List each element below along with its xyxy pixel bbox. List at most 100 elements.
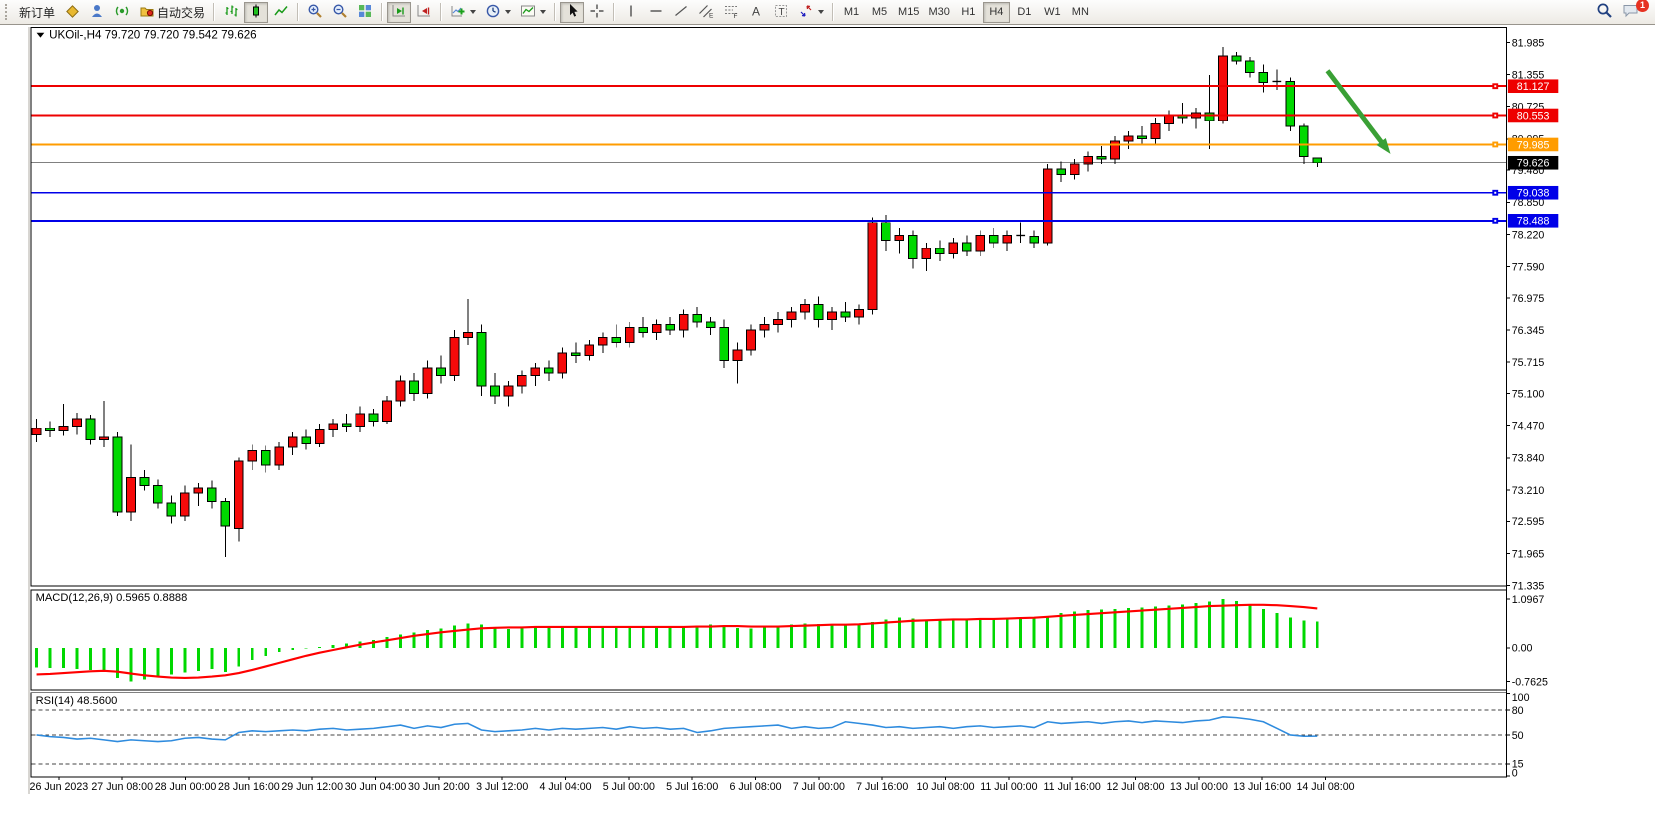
chart-shift-button[interactable] xyxy=(412,2,436,23)
profile-button[interactable] xyxy=(85,2,109,23)
auto-trading-label: 自动交易 xyxy=(157,5,206,20)
text-button[interactable]: A xyxy=(744,2,768,23)
timeframes-menu-button[interactable] xyxy=(481,2,515,23)
bar-chart-button[interactable] xyxy=(219,2,243,23)
price-tick-label: 73.840 xyxy=(1512,453,1545,465)
candlestick-chart-button[interactable] xyxy=(244,1,269,23)
time-tick-label: 28 Jun 00:00 xyxy=(155,781,217,793)
horizontal-line-button[interactable] xyxy=(644,2,668,23)
price-tick-label: 75.715 xyxy=(1512,357,1545,369)
chart-symbol-button[interactable] xyxy=(60,2,84,23)
text-label-icon: T xyxy=(773,3,789,22)
fibonacci-button[interactable]: F xyxy=(719,2,743,23)
notifications-button[interactable]: 1 xyxy=(1618,0,1649,23)
chart-symbol-title: UKOil-,H4 79.720 79.720 79.542 79.626 xyxy=(49,29,256,42)
candlestick-icon xyxy=(248,3,264,22)
current-price-badge: 79.626 xyxy=(1507,155,1559,170)
search-button[interactable] xyxy=(1592,2,1617,23)
timeframe-button-M1[interactable]: M1 xyxy=(843,6,860,18)
auto-scroll-button[interactable] xyxy=(387,1,412,23)
svg-text:79.985: 79.985 xyxy=(1517,139,1550,151)
price-tick-label: 78.850 xyxy=(1512,197,1545,209)
time-axis[interactable]: 26 Jun 2023 27 Jun 08:00 28 Jun 00:00 28 Ju… xyxy=(30,777,1355,793)
timeframe-button-MN[interactable]: MN xyxy=(1071,6,1089,18)
chevron-down-icon xyxy=(470,10,477,14)
svg-text:E: E xyxy=(709,12,714,19)
price-tick-label: 77.590 xyxy=(1512,261,1545,273)
arrows-button[interactable] xyxy=(794,2,828,23)
channel-icon: E xyxy=(698,3,714,22)
timeframe-button-H4[interactable]: H4 xyxy=(982,1,1010,23)
down-arrow-annotation[interactable] xyxy=(1325,69,1391,154)
price-tick-label: 81.355 xyxy=(1512,69,1545,81)
equidistant-channel-button[interactable]: E xyxy=(694,2,718,23)
timeframe-button-D1[interactable]: D1 xyxy=(1017,6,1032,18)
price-tick-label: 78.220 xyxy=(1512,229,1545,241)
zoom-in-button[interactable] xyxy=(303,2,327,23)
level-lines-layer[interactable] xyxy=(31,83,1506,224)
time-tick-label: 28 Jun 16:00 xyxy=(218,781,280,793)
timeframe-button-H1[interactable]: H1 xyxy=(961,6,976,18)
vertical-line-button[interactable] xyxy=(619,2,643,23)
price-tick-label: 71.965 xyxy=(1512,548,1545,560)
text-a-icon: A xyxy=(748,3,764,22)
timeframe-button-W1[interactable]: W1 xyxy=(1044,6,1061,18)
separator xyxy=(297,3,300,21)
macd-tick-label: 1.0967 xyxy=(1512,594,1545,606)
time-tick-label: 5 Jul 00:00 xyxy=(603,781,655,793)
rsi-label: RSI(14) 48.5600 xyxy=(36,695,118,707)
time-tick-label: 13 Jul 00:00 xyxy=(1170,781,1228,793)
separator xyxy=(832,3,835,21)
indicators-button[interactable] xyxy=(446,2,480,23)
rsi-tick-label: 100 xyxy=(1512,692,1530,704)
timeframe-button-M15[interactable]: M15 xyxy=(898,6,920,18)
timeframe-button-M30[interactable]: M30 xyxy=(928,6,950,18)
time-tick-label: 5 Jul 16:00 xyxy=(666,781,718,793)
new-order-button[interactable]: 新订单 xyxy=(15,2,59,23)
templates-button[interactable] xyxy=(516,2,550,23)
rsi-panel xyxy=(31,709,1506,765)
zoom-out-button[interactable] xyxy=(328,2,352,23)
new-order-label: 新订单 xyxy=(19,5,56,20)
time-tick-label: 7 Jul 00:00 xyxy=(793,781,845,793)
level-price-badge: 79.038 xyxy=(1507,185,1559,200)
svg-text:A: A xyxy=(752,4,760,18)
auto-trading-button[interactable]: 自动交易 xyxy=(135,2,209,23)
timeframe-button-M5[interactable]: M5 xyxy=(871,6,888,18)
price-axis[interactable]: 81.98581.35580.72580.09579.48078.85078.2… xyxy=(1505,26,1548,780)
svg-text:T: T xyxy=(779,7,785,18)
toolbar-grip xyxy=(5,4,10,20)
tile-windows-button[interactable] xyxy=(353,2,377,23)
separator xyxy=(213,3,216,21)
signals-button[interactable] xyxy=(110,2,134,23)
line-chart-button[interactable] xyxy=(269,2,293,23)
zoom-in-icon xyxy=(307,3,323,22)
svg-text:79.038: 79.038 xyxy=(1517,188,1550,200)
trendline-button[interactable] xyxy=(669,2,693,23)
price-tick-label: 75.100 xyxy=(1512,388,1545,400)
bar-chart-icon xyxy=(223,3,239,22)
separator xyxy=(613,3,616,21)
separator xyxy=(381,3,384,21)
chart-window[interactable]: 81.98581.35580.72580.09579.48078.85078.2… xyxy=(0,25,1655,830)
candles-layer xyxy=(31,46,1323,557)
chevron-down-icon xyxy=(818,10,825,14)
price-tick-label: 72.595 xyxy=(1512,516,1545,528)
time-tick-label: 26 Jun 2023 xyxy=(30,781,89,793)
svg-text:79.626: 79.626 xyxy=(1517,158,1550,170)
svg-text:80.553: 80.553 xyxy=(1517,110,1550,122)
fibonacci-icon: F xyxy=(723,3,739,22)
time-tick-label: 13 Jul 16:00 xyxy=(1233,781,1291,793)
crosshair-button[interactable] xyxy=(585,2,609,23)
level-price-badge: 78.488 xyxy=(1507,214,1559,228)
text-label-button[interactable]: T xyxy=(769,2,793,23)
separator xyxy=(554,3,557,21)
macd-tick-label: -0.7625 xyxy=(1512,676,1548,688)
rsi-tick-label: 0 xyxy=(1512,768,1518,780)
cursor-button[interactable] xyxy=(560,1,585,23)
svg-text:F: F xyxy=(734,13,738,19)
tile-windows-icon xyxy=(357,3,373,22)
macd-signal-line xyxy=(36,603,1318,680)
time-tick-label: 14 Jul 08:00 xyxy=(1296,781,1354,793)
chart-menu-triangle-icon xyxy=(36,32,45,38)
